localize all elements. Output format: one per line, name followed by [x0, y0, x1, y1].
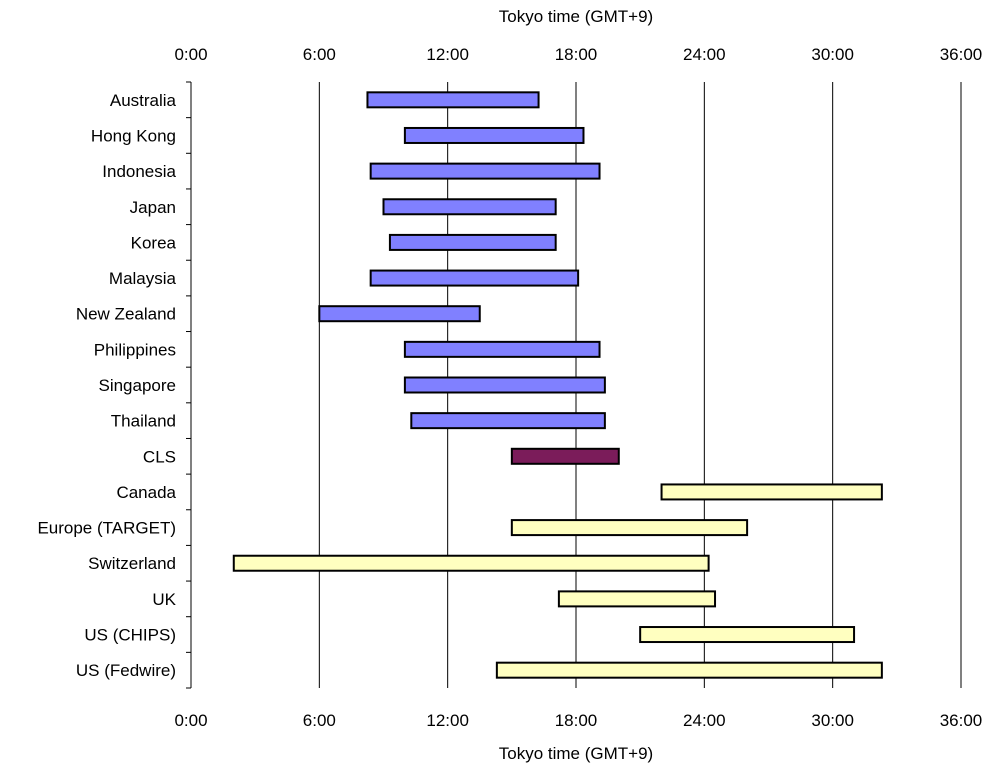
category-label: Canada: [116, 483, 176, 502]
category-label: Indonesia: [102, 162, 176, 181]
x-axis-title-top: Tokyo time (GMT+9): [499, 7, 653, 26]
bar-philippines: [403, 340, 601, 358]
category-label: Hong Kong: [91, 126, 176, 145]
bar-malaysia: [369, 269, 580, 287]
x-tick-label-bottom: 0:00: [174, 711, 207, 730]
category-label: UK: [152, 590, 176, 609]
category-label: Australia: [110, 91, 177, 110]
bar-switzerland: [232, 554, 710, 572]
category-label: US (Fedwire): [76, 661, 176, 680]
bar-hong-kong: [403, 126, 585, 144]
category-label: Malaysia: [109, 269, 177, 288]
bar-indonesia: [369, 162, 601, 180]
x-tick-label-top: 12:00: [426, 45, 469, 64]
x-tick-label-top: 24:00: [683, 45, 726, 64]
category-label: Singapore: [98, 376, 176, 395]
x-tick-label-bottom: 30:00: [811, 711, 854, 730]
category-label: Philippines: [94, 340, 176, 359]
category-label: CLS: [143, 447, 176, 466]
category-label: Europe (TARGET): [37, 519, 176, 538]
x-tick-label-bottom: 24:00: [683, 711, 726, 730]
bar-korea: [388, 233, 557, 251]
bars: [232, 91, 883, 679]
category-label: Korea: [131, 233, 177, 252]
bar-singapore: [403, 376, 606, 394]
bar-thailand: [410, 412, 606, 430]
x-tick-label-bottom: 36:00: [940, 711, 983, 730]
category-label: Thailand: [111, 412, 176, 431]
bar-uk: [557, 590, 717, 608]
x-tick-label-bottom: 18:00: [555, 711, 598, 730]
x-tick-label-top: 36:00: [940, 45, 983, 64]
labels: 0:00 0:00 6:00 6:00 12:00 12:00 18:00 18:00 24:0…: [37, 45, 982, 730]
bar-us-fedwire: [495, 661, 883, 679]
bar-new-zealand: [318, 305, 481, 323]
x-tick-label-top: 30:00: [811, 45, 854, 64]
bar-us-chips: [639, 626, 856, 644]
bar-europe-target: [510, 519, 749, 537]
category-label: Japan: [130, 198, 176, 217]
x-tick-label-top: 18:00: [555, 45, 598, 64]
category-label: New Zealand: [76, 305, 176, 324]
x-axis-title-bottom: Tokyo time (GMT+9): [499, 744, 653, 763]
x-tick-label-top: 6:00: [303, 45, 336, 64]
plot-frame: [186, 81, 192, 689]
bar-cls: [510, 447, 620, 465]
bar-australia: [366, 91, 540, 109]
category-label: Switzerland: [88, 554, 176, 573]
category-label: US (CHIPS): [84, 626, 176, 645]
x-tick-label-bottom: 6:00: [303, 711, 336, 730]
x-tick-label-top: 0:00: [174, 45, 207, 64]
bar-japan: [382, 198, 557, 216]
bar-canada: [660, 483, 883, 501]
x-tick-label-bottom: 12:00: [426, 711, 469, 730]
